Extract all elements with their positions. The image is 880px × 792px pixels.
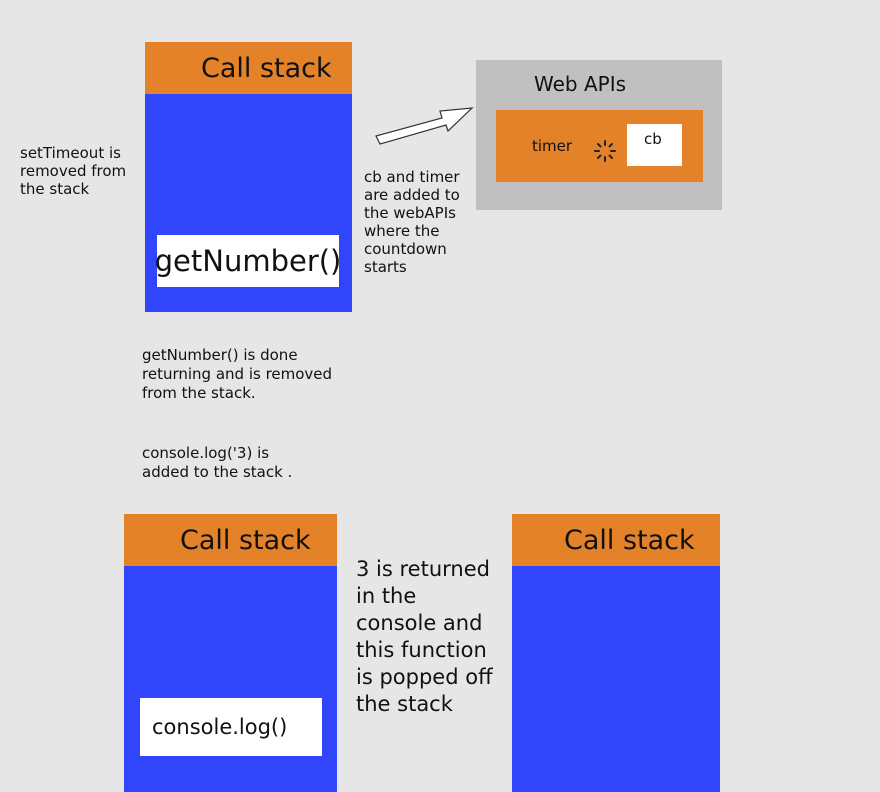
web-apis-title: Web APIs: [534, 72, 627, 96]
bottom-left-call-stack-header: Call stack: [124, 514, 337, 566]
bottom-left-stack-item-console-log: console.log(): [140, 698, 322, 756]
center-note-2: console.log('3) is added to the stack .: [142, 444, 293, 481]
cb-label: cb: [644, 130, 662, 148]
bottom-left-stack-item-label: console.log(): [152, 715, 288, 739]
bottom-left-call-stack: Call stack console.log(): [124, 514, 337, 792]
middle-note: cb and timer are added to the webAPIs wh…: [364, 168, 460, 276]
top-call-stack: Call stack getNumber(): [145, 42, 352, 312]
bottom-note: 3 is returned in the console and this fu…: [356, 557, 493, 716]
arrow-right-up-icon: [375, 107, 474, 145]
bottom-right-call-stack-title: Call stack: [564, 524, 695, 556]
left-note: setTimeout is removed from the stack: [20, 144, 127, 198]
top-stack-item-getnumber: getNumber(): [154, 235, 342, 287]
bottom-right-call-stack-header: Call stack: [512, 514, 720, 566]
bottom-right-call-stack: Call stack: [512, 514, 720, 792]
cb-box: cb: [627, 124, 682, 166]
timer-label: timer: [532, 137, 573, 155]
top-stack-item-label: getNumber(): [154, 244, 342, 278]
top-call-stack-title: Call stack: [201, 52, 332, 84]
web-apis-inner-panel: timer cb: [496, 110, 703, 182]
loading-spinner-icon: [594, 140, 616, 162]
top-call-stack-header: Call stack: [145, 42, 352, 94]
bottom-left-call-stack-title: Call stack: [180, 524, 311, 556]
center-note-1: getNumber() is done returning and is rem…: [142, 346, 333, 402]
web-apis-box: Web APIs timer cb: [476, 60, 722, 210]
